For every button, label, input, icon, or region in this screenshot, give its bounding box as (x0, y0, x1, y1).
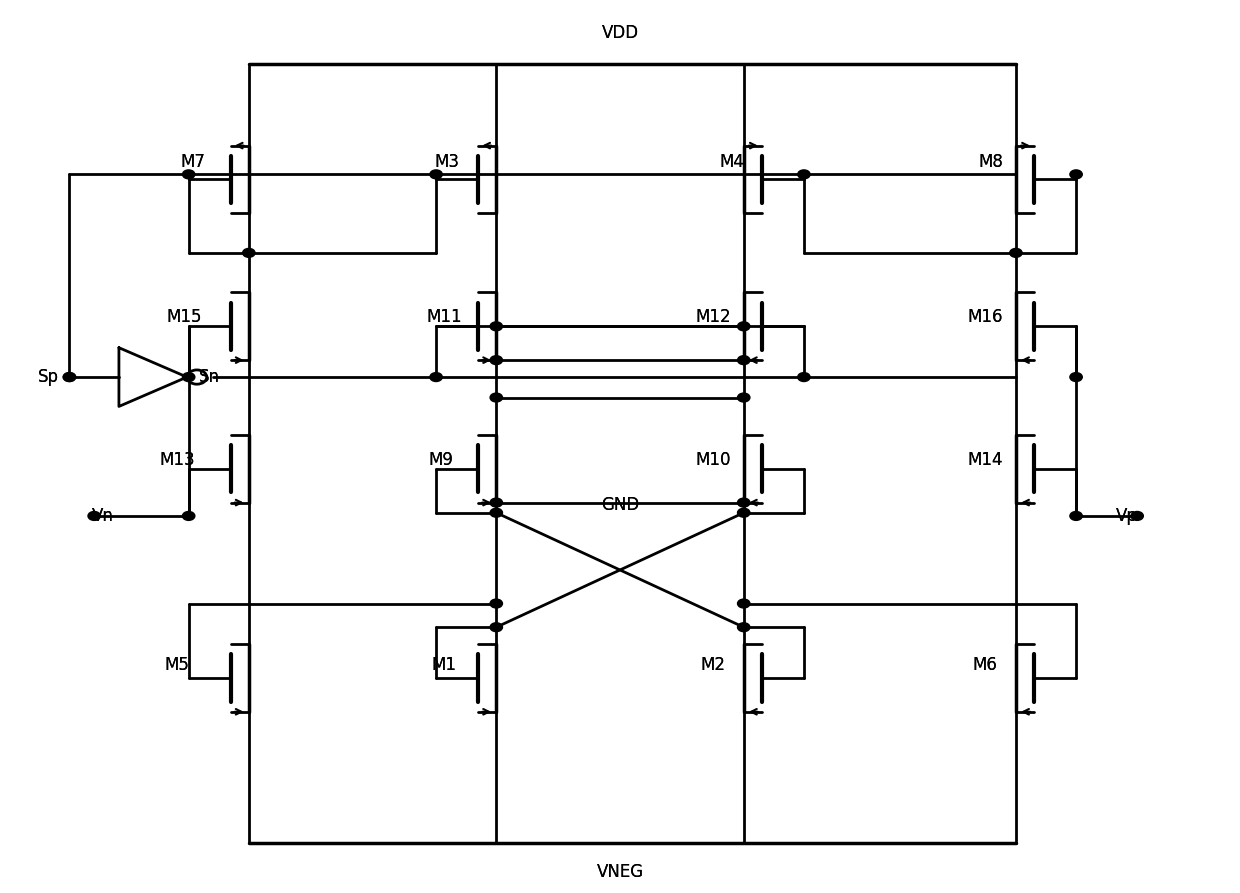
Text: M14: M14 (967, 451, 1003, 469)
Text: Vp: Vp (1116, 507, 1138, 525)
Circle shape (243, 248, 255, 257)
Circle shape (63, 372, 76, 381)
Text: M9: M9 (428, 451, 453, 469)
Circle shape (63, 372, 76, 381)
Circle shape (797, 372, 810, 381)
Circle shape (88, 512, 100, 521)
Text: M10: M10 (696, 451, 730, 469)
Circle shape (490, 355, 502, 364)
Circle shape (738, 321, 750, 330)
Text: M6: M6 (972, 655, 997, 673)
Circle shape (738, 599, 750, 608)
Circle shape (738, 355, 750, 364)
Text: Sn: Sn (198, 368, 219, 386)
Text: M11: M11 (427, 308, 463, 327)
Text: VNEG: VNEG (596, 863, 644, 881)
Circle shape (1009, 248, 1022, 257)
Text: M12: M12 (694, 308, 730, 327)
Text: M15: M15 (166, 308, 202, 327)
Circle shape (738, 498, 750, 507)
Text: M16: M16 (967, 308, 1003, 327)
Text: Sp: Sp (38, 368, 60, 386)
Text: M8: M8 (978, 153, 1003, 171)
Circle shape (1070, 170, 1083, 179)
Text: M16: M16 (967, 308, 1003, 327)
Text: M10: M10 (696, 451, 730, 469)
Text: Vn: Vn (92, 507, 114, 525)
Text: M15: M15 (166, 308, 202, 327)
Circle shape (430, 170, 443, 179)
Circle shape (738, 622, 750, 631)
Text: M2: M2 (701, 655, 725, 673)
Circle shape (182, 372, 195, 381)
Circle shape (490, 321, 502, 330)
Text: GND: GND (601, 497, 639, 514)
Text: M3: M3 (434, 153, 459, 171)
Text: M11: M11 (427, 308, 463, 327)
Text: VDD: VDD (601, 23, 639, 42)
Text: M2: M2 (701, 655, 725, 673)
Circle shape (738, 393, 750, 402)
Text: M1: M1 (432, 655, 456, 673)
Text: VNEG: VNEG (596, 863, 644, 881)
Text: Vn: Vn (92, 507, 114, 525)
Text: M7: M7 (181, 153, 206, 171)
Text: Sp: Sp (38, 368, 60, 386)
Text: M9: M9 (428, 451, 453, 469)
Circle shape (1070, 512, 1083, 521)
Circle shape (430, 372, 443, 381)
Text: M14: M14 (967, 451, 1003, 469)
Text: M6: M6 (972, 655, 997, 673)
Text: M5: M5 (165, 655, 190, 673)
Circle shape (182, 512, 195, 521)
Text: GND: GND (601, 497, 639, 514)
Text: VDD: VDD (601, 23, 639, 42)
Text: M4: M4 (719, 153, 744, 171)
Circle shape (490, 508, 502, 517)
Circle shape (797, 170, 810, 179)
Text: M7: M7 (181, 153, 206, 171)
Circle shape (490, 498, 502, 507)
Text: M5: M5 (165, 655, 190, 673)
Circle shape (490, 393, 502, 402)
Text: M13: M13 (159, 451, 195, 469)
Circle shape (490, 622, 502, 631)
Text: M12: M12 (694, 308, 730, 327)
Text: M4: M4 (719, 153, 744, 171)
Text: Vp: Vp (1116, 507, 1138, 525)
Circle shape (490, 599, 502, 608)
Text: M8: M8 (978, 153, 1003, 171)
Text: Sn: Sn (198, 368, 219, 386)
Text: M3: M3 (434, 153, 459, 171)
Circle shape (1070, 372, 1083, 381)
Circle shape (738, 508, 750, 517)
Text: M13: M13 (159, 451, 195, 469)
Circle shape (182, 170, 195, 179)
Circle shape (1131, 512, 1143, 521)
Text: M1: M1 (432, 655, 456, 673)
